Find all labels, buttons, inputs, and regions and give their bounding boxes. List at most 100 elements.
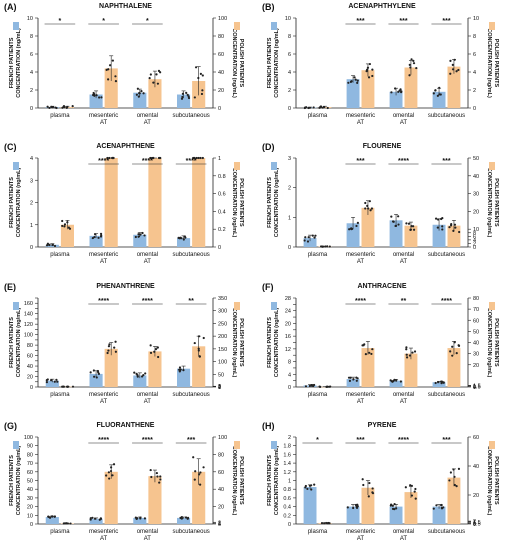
data-point xyxy=(405,356,409,359)
data-point xyxy=(404,486,407,489)
category-label: plasma xyxy=(308,392,328,398)
data-point xyxy=(111,474,114,477)
category-label: AT xyxy=(357,536,365,542)
right-tick-label: 30 xyxy=(473,352,479,358)
data-point xyxy=(198,473,201,476)
left-tick-label: 8 xyxy=(288,360,291,366)
data-point xyxy=(159,475,162,478)
data-point xyxy=(432,507,435,510)
bar-french xyxy=(89,235,103,247)
data-point xyxy=(452,229,455,232)
panel-label: (D) xyxy=(262,142,275,152)
right-axis-title: POLISH PATIENTSCONCENTRATION (ng/mL) xyxy=(231,28,244,98)
significance-label: **** xyxy=(398,158,409,165)
bar-polish xyxy=(447,348,461,387)
significance-label: **** xyxy=(142,298,153,305)
data-point xyxy=(367,207,370,210)
bar-french xyxy=(133,92,147,108)
right-axis-title-line: CONCENTRATION (ng/mL) xyxy=(486,28,492,98)
data-point xyxy=(437,381,440,384)
data-point xyxy=(201,156,204,160)
data-point xyxy=(326,245,329,248)
significance-label: **** xyxy=(142,158,153,165)
data-point xyxy=(347,376,351,379)
left-tick-label: 1.4 xyxy=(283,461,291,467)
data-point xyxy=(354,78,357,81)
data-point xyxy=(89,371,92,374)
bar-french xyxy=(133,517,147,524)
data-point xyxy=(114,75,117,78)
data-point xyxy=(55,378,58,381)
data-point xyxy=(149,351,153,354)
data-point xyxy=(437,218,440,221)
data-point xyxy=(349,376,352,379)
data-point xyxy=(63,225,66,228)
bar-polish xyxy=(148,158,162,247)
category-label: plasma xyxy=(308,529,328,535)
right-axis-title: POLISH PATIENTSCONCENTRATION (ng/mL) xyxy=(231,308,244,378)
data-point xyxy=(193,156,196,160)
data-point xyxy=(137,235,140,238)
data-point xyxy=(365,68,369,71)
data-point xyxy=(415,66,418,70)
data-point xyxy=(355,376,358,379)
data-point xyxy=(399,380,402,383)
left-tick-label: 1.8 xyxy=(283,444,291,450)
data-point xyxy=(106,156,109,160)
data-point xyxy=(112,463,116,466)
left-tick-label: 2 xyxy=(30,201,33,207)
data-point xyxy=(186,93,189,96)
data-point xyxy=(95,94,98,97)
right-axis-title-line: POLISH PATIENTS xyxy=(238,178,244,227)
bar-polish xyxy=(361,487,375,524)
data-point xyxy=(405,222,408,225)
panel-label: (F) xyxy=(262,282,274,292)
left-axis-title-line: FRENCH PATIENTS xyxy=(267,177,273,228)
panel-label: (C) xyxy=(4,142,17,152)
data-point xyxy=(313,483,316,486)
data-point xyxy=(449,59,452,62)
data-point xyxy=(368,351,371,354)
left-axis-title: FRENCH PATIENTSCONCENTRATION (ng/mL) xyxy=(267,446,280,516)
data-point xyxy=(367,76,371,79)
left-axis-title-line: CONCENTRATION (ng/mL) xyxy=(16,168,22,238)
data-point xyxy=(110,466,113,469)
category-label: AT xyxy=(144,536,152,542)
left-axis-title: FRENCH PATIENTSCONCENTRATION (ng/mL) xyxy=(9,168,22,238)
chart-panel-5: (E) PHENANTHRENE0204060801001201401600123… xyxy=(4,282,244,405)
bar-french xyxy=(346,379,360,387)
data-point xyxy=(150,475,153,479)
data-point xyxy=(138,92,141,95)
data-point xyxy=(458,230,461,234)
data-point xyxy=(356,81,359,84)
bar-polish xyxy=(148,476,162,524)
data-point xyxy=(394,87,397,90)
right-tick-label: 0 xyxy=(218,106,221,112)
category-label: subcutaneous xyxy=(428,392,465,398)
data-point xyxy=(369,209,372,212)
category-label: subcutaneous xyxy=(428,252,465,258)
data-point xyxy=(152,81,155,84)
bar-french xyxy=(389,220,403,247)
legend-swatch-french xyxy=(13,162,19,170)
data-point xyxy=(451,354,454,357)
data-point xyxy=(364,201,367,205)
data-point xyxy=(97,372,101,375)
right-tick-label: 40 xyxy=(473,341,479,347)
significance-label: *** xyxy=(356,18,364,25)
data-point xyxy=(322,106,326,109)
data-point xyxy=(442,381,445,384)
left-tick-label: 8 xyxy=(288,34,291,40)
data-point xyxy=(455,70,458,73)
data-point xyxy=(348,228,351,231)
data-point xyxy=(449,471,452,474)
data-point xyxy=(106,351,109,355)
left-tick-label: 28 xyxy=(285,296,291,302)
data-point xyxy=(157,355,160,359)
category-label: mesenteric xyxy=(89,252,118,258)
data-point xyxy=(453,223,457,226)
data-point xyxy=(197,335,201,338)
chart-title: ACENAPHTHENE xyxy=(96,143,155,150)
right-tick-label: 30 xyxy=(473,192,479,198)
left-tick-label: 2 xyxy=(288,186,291,192)
